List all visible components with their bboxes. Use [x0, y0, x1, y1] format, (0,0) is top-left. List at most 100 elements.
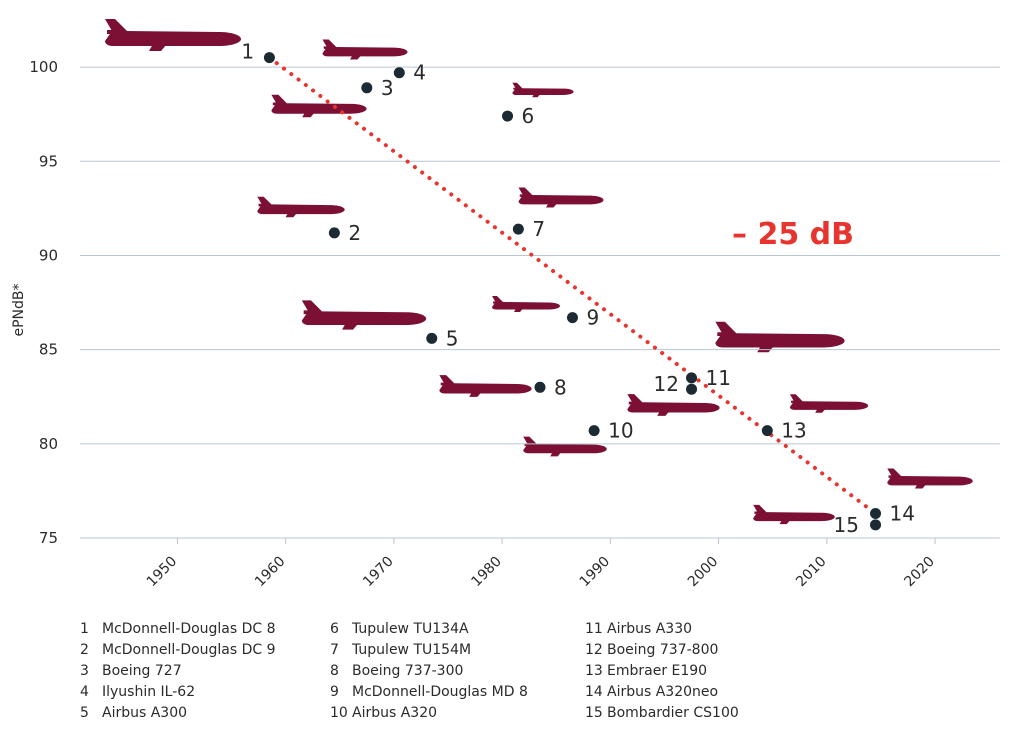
y-tick-label: 95	[39, 152, 58, 170]
legend-item: 3 Boeing 727	[80, 661, 276, 682]
data-point	[393, 67, 405, 79]
y-axis-label: ePNdB*	[11, 283, 27, 336]
legend-item: 8 Boeing 737-300	[330, 661, 528, 682]
legend-aircraft-name: Boeing 727	[102, 663, 182, 679]
y-tick-label: 85	[39, 341, 58, 359]
airplane-icon	[715, 321, 845, 353]
point-label: 9	[586, 306, 599, 330]
point-label: 7	[532, 217, 545, 241]
trend-dotted-line	[267, 55, 878, 516]
legend-number: 15	[585, 705, 603, 721]
legend-item: 6 Tupulew TU134A	[330, 619, 528, 640]
legend-number: 9	[330, 684, 339, 700]
y-tick-label: 75	[39, 529, 58, 547]
x-tick-label: 2020	[901, 554, 938, 591]
airplane-icon	[105, 19, 241, 51]
legend-item: 14 Airbus A320neo	[585, 682, 739, 703]
y-tick-label: 100	[29, 58, 58, 76]
legend-item: 1 McDonnell-Douglas DC 8	[80, 619, 276, 640]
airplane-icon	[439, 375, 532, 397]
airplane-icon	[518, 187, 604, 208]
legend-number: 13	[585, 663, 603, 679]
legend-item: 5 Airbus A300	[80, 703, 276, 724]
airplane-icon	[887, 468, 973, 489]
legend-aircraft-name: McDonnell-Douglas DC 9	[102, 642, 276, 658]
airplane-icon	[627, 394, 720, 416]
aircraft-silhouettes	[105, 19, 973, 525]
legend-item: 11 Airbus A330	[585, 619, 739, 640]
point-label: 6	[522, 104, 535, 128]
data-point	[686, 372, 698, 384]
data-point	[870, 508, 882, 520]
legend-aircraft-name: Ilyushin IL-62	[102, 684, 196, 700]
legend-item: 4 Ilyushin IL-62	[80, 682, 276, 703]
legend-item: 9 McDonnell-Douglas MD 8	[330, 682, 528, 703]
point-label: 5	[446, 326, 459, 350]
legend-aircraft-name: Airbus A330	[607, 621, 693, 637]
legend-item: 15 Bombardier CS100	[585, 703, 739, 724]
point-label: 1	[241, 40, 254, 64]
y-tick-label: 90	[39, 246, 58, 264]
data-point	[588, 425, 600, 437]
reduction-annotation: – 25 dB	[732, 217, 854, 252]
legend-aircraft-name: Airbus A320neo	[607, 684, 719, 700]
point-label: 14	[890, 502, 915, 526]
legend-number: 4	[80, 684, 89, 700]
airplane-icon	[322, 39, 408, 60]
legend-item: 10 Airbus A320	[330, 703, 528, 724]
legend-aircraft-name: Airbus A320	[352, 705, 438, 721]
legend-item: 7 Tupulew TU154M	[330, 640, 528, 661]
data-point	[761, 425, 773, 437]
legend-column: 1 McDonnell-Douglas DC 8 2 McDonnell-Dougla…	[80, 619, 276, 724]
x-tick-label: 1990	[577, 554, 614, 591]
x-tick-label: 1970	[360, 554, 397, 591]
data-point	[512, 223, 524, 235]
legend-aircraft-name: Bombardier CS100	[607, 705, 739, 721]
legend-number: 8	[330, 663, 339, 679]
airplane-icon	[271, 94, 367, 118]
legend-item: 2 McDonnell-Douglas DC 9	[80, 640, 276, 661]
legend-aircraft-name: McDonnell-Douglas MD 8	[352, 684, 528, 700]
airplane-icon	[512, 82, 574, 98]
point-label: 8	[554, 375, 567, 399]
legend-aircraft-name: Airbus A300	[102, 705, 188, 721]
airplane-icon	[523, 436, 607, 457]
data-point	[534, 381, 546, 393]
legend-aircraft-name: Boeing 737-800	[607, 642, 719, 658]
legend-item: 12 Boeing 737-800	[585, 640, 739, 661]
data-point	[263, 52, 275, 64]
legend-number: 5	[80, 705, 89, 721]
legend-number: 6	[330, 621, 339, 637]
legend-number: 12	[585, 642, 603, 658]
point-label: 2	[348, 221, 361, 245]
trend-line	[267, 55, 878, 516]
x-tick-label: 2000	[685, 554, 722, 591]
data-point	[502, 110, 514, 122]
legend-aircraft-name: Tupulew TU154M	[352, 642, 472, 658]
point-label: 10	[608, 419, 633, 443]
legend-number: 10	[330, 705, 348, 721]
x-tick-label: 1960	[252, 554, 289, 591]
legend-number: 7	[330, 642, 339, 658]
legend-aircraft-name: McDonnell-Douglas DC 8	[102, 621, 276, 637]
airplane-icon	[492, 296, 560, 312]
legend-column: 6 Tupulew TU134A 7 Tupulew TU154M 8 Boeing 73…	[330, 619, 528, 724]
y-tick-label: 80	[39, 435, 58, 453]
data-point	[426, 332, 438, 344]
legend-column: 11 Airbus A330 12 Boeing 737-800 13 Embraer E…	[585, 619, 739, 724]
data-point	[870, 519, 882, 531]
point-label: 4	[413, 61, 426, 85]
legend-number: 2	[80, 642, 89, 658]
point-label: 15	[834, 513, 859, 537]
legend-number: 1	[80, 621, 89, 637]
aircraft-legend: 1 McDonnell-Douglas DC 8 2 McDonnell-Dougla…	[80, 619, 800, 739]
data-point	[361, 82, 373, 94]
point-label: 12	[654, 372, 679, 396]
data-point	[566, 312, 578, 324]
x-tick-label: 1980	[468, 554, 505, 591]
legend-number: 3	[80, 663, 89, 679]
legend-aircraft-name: Tupulew TU134A	[352, 621, 469, 637]
